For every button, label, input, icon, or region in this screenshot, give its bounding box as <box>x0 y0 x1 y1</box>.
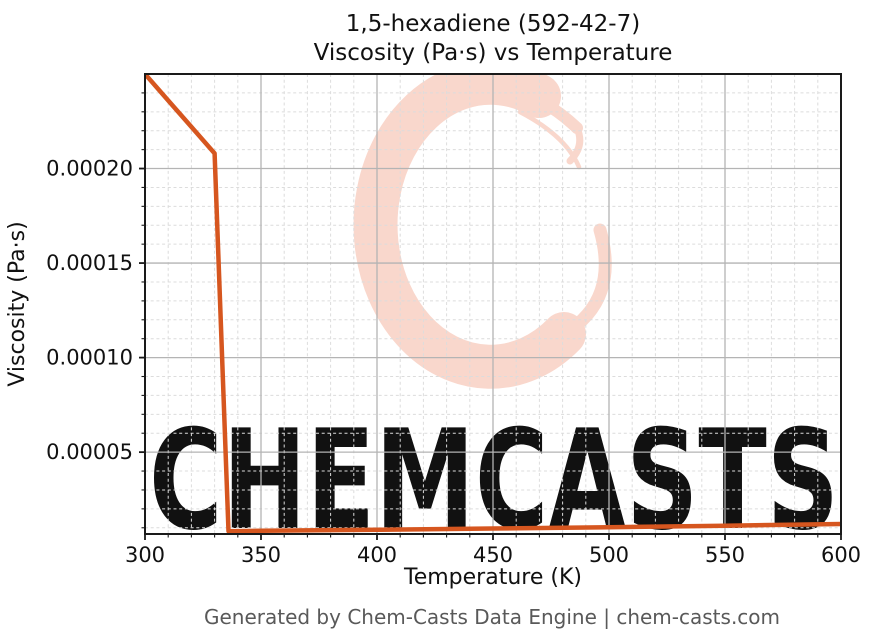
x-tick-label: 450 <box>473 543 513 567</box>
data-series-layer <box>145 74 841 534</box>
axis-ticks <box>139 92 842 540</box>
logo-top-swirl <box>437 84 583 134</box>
y-tick-label: 0.00020 <box>46 157 133 181</box>
axis-tick-labels: 300 350 400 450 500 550 600 0.00005 0.00010 0.000… <box>46 157 861 567</box>
x-tick-label: 550 <box>705 543 745 567</box>
major-gridlines <box>145 74 841 534</box>
chart-title-line2: Viscosity (Pa·s) vs Temperature <box>314 40 673 66</box>
y-tick-label: 0.00015 <box>46 251 133 275</box>
viscosity-data-line <box>145 74 841 534</box>
watermark-text: CHEMCASTS <box>149 400 839 561</box>
x-tick-label: 350 <box>241 543 281 567</box>
x-tick-label: 500 <box>589 543 629 567</box>
y-axis-label: Viscosity (Pa·s) <box>5 221 30 386</box>
y-tick-label: 0.00010 <box>46 346 133 370</box>
y-tick-label: 0.00005 <box>46 440 133 464</box>
chart-title-line1: 1,5-hexadiene (592-42-7) <box>346 11 640 37</box>
x-axis-label: Temperature (K) <box>403 565 582 590</box>
x-tick-label: 600 <box>821 543 861 567</box>
x-tick-label: 300 <box>125 543 165 567</box>
footer-attribution: Generated by Chem-Casts Data Engine | ch… <box>204 605 780 629</box>
logo-thin-streak <box>517 109 582 170</box>
x-tick-label: 400 <box>357 543 397 567</box>
chemcasts-watermark: CHEMCASTS <box>149 74 839 561</box>
logo-lower-tail <box>557 223 612 341</box>
